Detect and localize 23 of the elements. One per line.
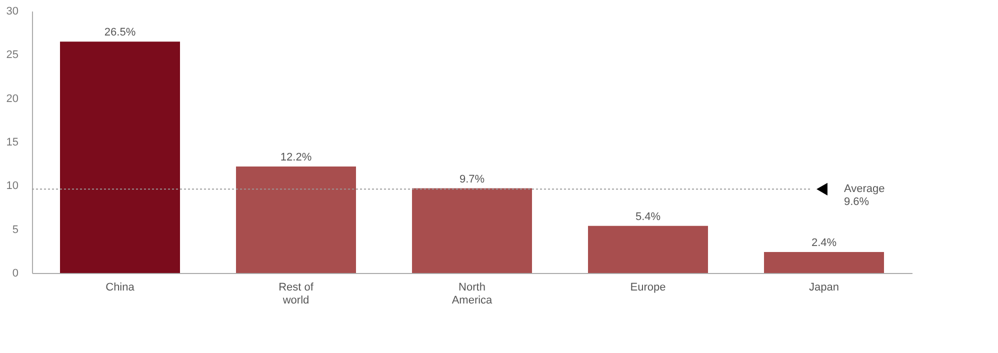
bar xyxy=(412,188,532,273)
x-tick-label: Japan xyxy=(809,282,839,294)
data-label: 26.5% xyxy=(104,26,136,39)
y-tick-label: 5 xyxy=(12,224,18,236)
data-label: 5.4% xyxy=(635,210,661,223)
y-tick-label: 0 xyxy=(12,268,18,280)
bar xyxy=(236,166,356,273)
data-label: 9.7% xyxy=(459,173,485,186)
bar xyxy=(588,226,708,273)
y-tick-label: 10 xyxy=(6,180,18,192)
bar xyxy=(60,42,180,273)
bar xyxy=(764,252,884,273)
y-tick-label: 20 xyxy=(6,92,18,105)
y-tick-label: 30 xyxy=(6,6,18,18)
data-label: 2.4% xyxy=(811,237,837,250)
x-tick-label: China xyxy=(106,282,136,294)
y-tick-label: 25 xyxy=(6,49,18,62)
ref-line-label: Average 9.6% xyxy=(844,183,885,208)
y-tick-label: 15 xyxy=(6,136,18,148)
x-tick-label: Europe xyxy=(630,282,666,294)
x-tick-label: Rest of world xyxy=(278,282,314,306)
x-tick-label: North America xyxy=(452,282,494,306)
data-label: 12.2% xyxy=(280,151,312,164)
